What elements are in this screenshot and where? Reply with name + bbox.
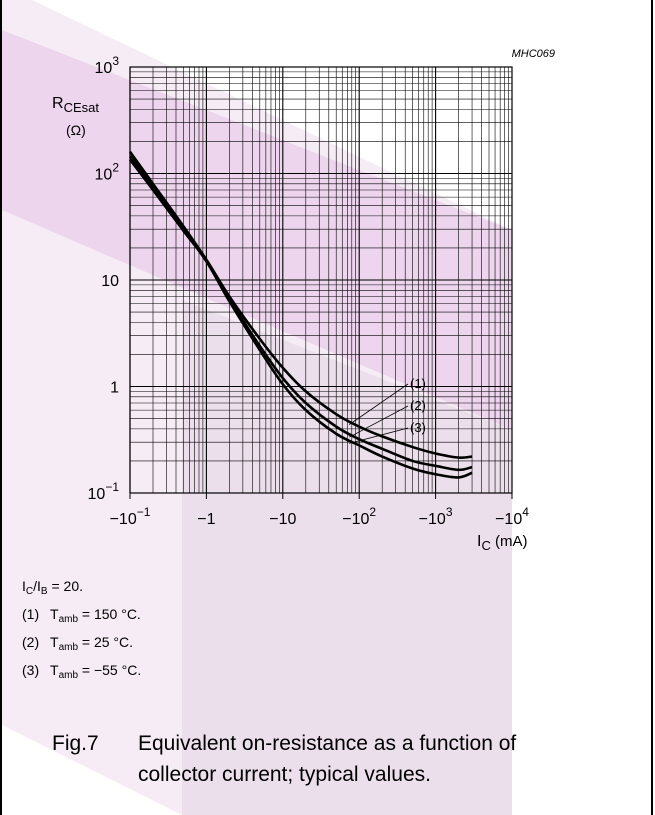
x-tick-label: −1: [197, 511, 215, 528]
x-tick-labels: −10−1 −1 −10 −102 −103 −104: [110, 493, 529, 528]
note-item: (3) Tamb = −55 °C.: [22, 662, 142, 681]
y-tick-label: 102: [95, 161, 120, 184]
svg-text:IC (mA): IC (mA): [477, 533, 528, 553]
series-leader: [348, 383, 409, 425]
y-tick-label: 103: [95, 54, 120, 77]
series-line: [128, 151, 473, 460]
x-tick-label: −10: [269, 511, 296, 528]
series-leader: [349, 427, 409, 444]
caption-line-1: Equivalent on-resistance as a function o…: [138, 732, 517, 755]
chart-series: (1) (2) (3): [128, 151, 473, 479]
x-tick-label: −10−1: [110, 505, 151, 528]
note-item: (2) Tamb = 25 °C.: [22, 634, 134, 653]
chart-svg: MHC069 −10−1 −1 −10 −102 −103 −104 10−1 1 10 102…: [52, 48, 555, 553]
caption-line-2: collector current; typical values.: [138, 763, 431, 786]
plot-frame: [129, 66, 513, 494]
y-tick-labels: 10−1 1 10 102 103: [88, 54, 120, 503]
figure-caption: Fig.7 Equivalent on-resistance as a funct…: [52, 728, 516, 790]
conditions-notes: IC/IB = 20. (1) Tamb = 150 °C. (2) Tamb = …: [22, 578, 141, 684]
y-tick-label: 10−1: [88, 480, 120, 503]
figure-code: MHC069: [512, 48, 555, 60]
series-label: (3): [410, 420, 426, 435]
series-leader: [349, 405, 409, 438]
series-label: (1): [410, 376, 426, 391]
y-tick-label: 10: [101, 273, 119, 290]
svg-text:(Ω): (Ω): [66, 122, 86, 138]
y-axis-label: RCEsat (Ω): [52, 95, 99, 138]
x-tick-label: −102: [342, 505, 376, 528]
figure-number: Fig.7: [52, 732, 99, 755]
chart-grid: [129, 66, 513, 494]
series-label: (2): [410, 398, 426, 413]
svg-text:RCEsat: RCEsat: [52, 95, 99, 115]
x-tick-label: −104: [495, 505, 529, 528]
x-tick-label: −103: [419, 505, 453, 528]
ratio-note: IC/IB = 20.: [22, 578, 83, 597]
series-line: [128, 158, 473, 479]
note-item: (1) Tamb = 150 °C.: [22, 606, 141, 625]
x-axis-label: IC (mA): [477, 533, 528, 553]
y-tick-label: 1: [110, 380, 119, 397]
